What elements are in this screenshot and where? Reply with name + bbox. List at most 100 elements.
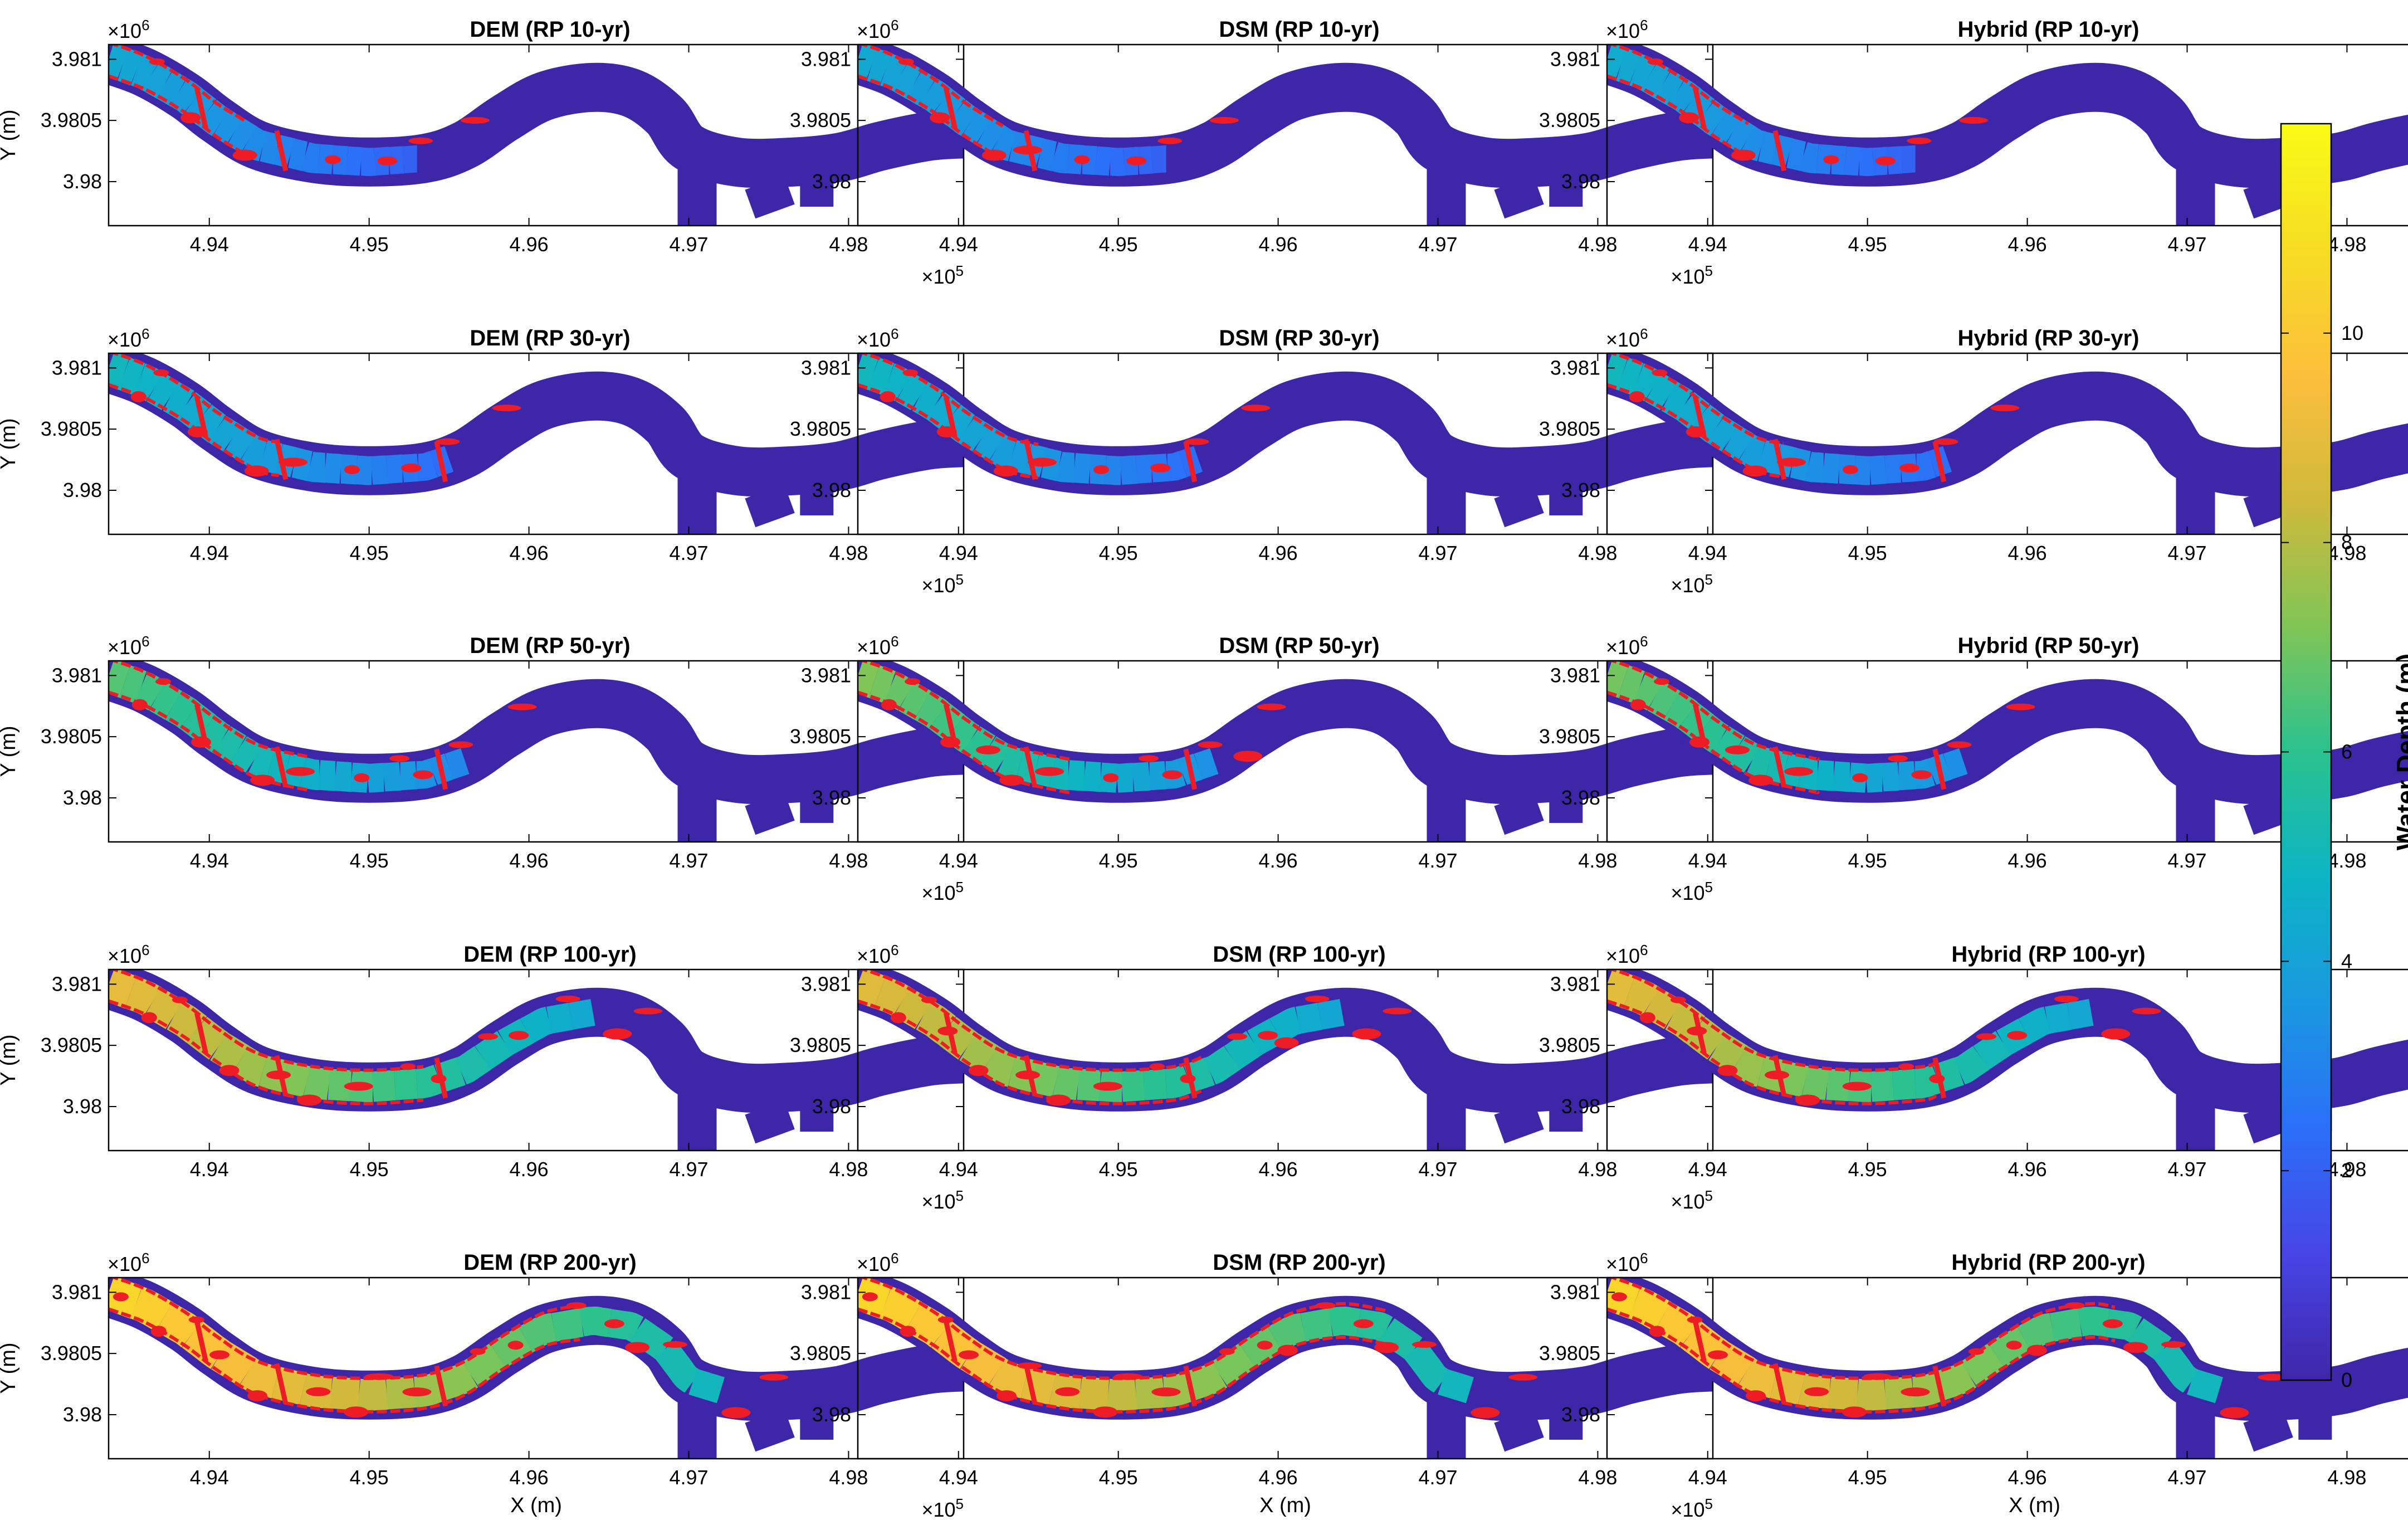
tributary-channel bbox=[2176, 773, 2215, 842]
water-depth-segment bbox=[1804, 451, 1824, 483]
tributary-channel bbox=[1427, 466, 1466, 534]
x-tick-label: 4.98 bbox=[829, 1466, 868, 1489]
y-tick-label: 3.98 bbox=[1561, 1095, 1600, 1118]
water-depth-segment bbox=[1295, 1002, 1323, 1034]
water-depth-segment bbox=[197, 100, 229, 137]
bridge-structure bbox=[944, 87, 958, 129]
flooded-structure bbox=[354, 773, 370, 782]
water-depth-segment bbox=[134, 363, 164, 402]
x-tick-label: 4.95 bbox=[1848, 849, 1887, 872]
water-depth-segment bbox=[883, 363, 914, 402]
flooded-structure bbox=[344, 1406, 369, 1418]
panel-title: DSM (RP 50-yr) bbox=[1219, 634, 1379, 658]
bridge-structure bbox=[1932, 748, 1947, 790]
water-depth-segment bbox=[1665, 1000, 1706, 1043]
water-depth-segment bbox=[1654, 1302, 1701, 1348]
x-axis-label: X (m) bbox=[1259, 1494, 1311, 1517]
x-tick-label: 4.94 bbox=[939, 542, 978, 564]
water-depth-segment bbox=[119, 665, 147, 704]
water-depth-segment bbox=[455, 1046, 491, 1085]
axes-box bbox=[1606, 968, 2408, 1152]
x-tick-label: 4.95 bbox=[1099, 542, 1138, 564]
panel-title: DSM (RP 200-yr) bbox=[1213, 1250, 1385, 1275]
water-depth-segment bbox=[546, 1002, 574, 1034]
y-exponent-label: ×106 bbox=[1606, 325, 1648, 351]
water-depth-segment bbox=[1828, 1376, 1859, 1411]
x-exponent-label: ×105 bbox=[921, 1187, 964, 1213]
flooded-structure bbox=[344, 465, 360, 474]
levee-south bbox=[109, 74, 246, 155]
y-tick-label: 3.98 bbox=[1561, 786, 1600, 809]
x-tick-label: 4.96 bbox=[1259, 233, 1298, 256]
x-tick-label: 4.97 bbox=[1418, 849, 1457, 872]
bridge-structure bbox=[1772, 130, 1787, 172]
y-axis-label: Y (m) bbox=[0, 725, 20, 777]
flooded-structure bbox=[2007, 1031, 2028, 1040]
bridge-structure bbox=[194, 87, 208, 129]
x-tick-label: 4.94 bbox=[939, 1466, 978, 1489]
water-depth-segment bbox=[1300, 1308, 1334, 1342]
flooded-structure bbox=[1875, 156, 1896, 165]
levee-north bbox=[1608, 970, 1937, 1072]
x-axis-label: X (m) bbox=[510, 1494, 562, 1517]
x-tick-label: 4.94 bbox=[1688, 233, 1727, 256]
flooded-structure bbox=[1842, 1406, 1867, 1418]
water-depth-segment bbox=[654, 1340, 701, 1394]
x-tick-label: 4.96 bbox=[2008, 1466, 2047, 1489]
y-exponent-label: ×106 bbox=[108, 942, 150, 967]
water-depth-segment bbox=[109, 661, 131, 698]
bridge-structure bbox=[1772, 746, 1787, 788]
water-depth-segment bbox=[2127, 1318, 2172, 1361]
flooded-structure bbox=[940, 736, 961, 748]
flooded-structure bbox=[141, 1012, 157, 1024]
water-depth-segment bbox=[1049, 142, 1069, 174]
x-tick-label: 4.98 bbox=[2327, 1466, 2366, 1489]
water-depth-segment bbox=[134, 671, 166, 711]
flooded-structure bbox=[1863, 1373, 1892, 1380]
x-tick-label: 4.98 bbox=[2327, 233, 2366, 256]
flooded-structure bbox=[1933, 438, 1958, 445]
water-depth-segment bbox=[1095, 146, 1112, 176]
levee-north bbox=[109, 1278, 580, 1380]
y-exponent-label: ×106 bbox=[1606, 1250, 1648, 1275]
y-tick-label: 3.9805 bbox=[1539, 1034, 1600, 1056]
flooded-structure bbox=[1649, 1326, 1665, 1337]
water-depth-segment bbox=[383, 762, 402, 792]
flooded-structure bbox=[2102, 1319, 2123, 1328]
water-depth-segment bbox=[334, 761, 352, 792]
water-depth-segment bbox=[1628, 1286, 1672, 1332]
flooded-structure bbox=[507, 1341, 524, 1350]
flooded-structure bbox=[130, 391, 146, 403]
water-depth-segment bbox=[688, 1368, 725, 1404]
map-area bbox=[109, 661, 964, 842]
water-depth-segment bbox=[919, 78, 953, 115]
panel: 4.94 4.95 4.96 4.97 4.98 3.981 3.9805 3.98 ×106 ×… bbox=[0, 17, 965, 288]
water-depth-segment bbox=[445, 748, 470, 780]
y-tick-label: 3.9805 bbox=[790, 417, 851, 440]
flooded-structure bbox=[1412, 1341, 1437, 1348]
x-tick-label: 4.96 bbox=[2008, 849, 2047, 872]
water-depth-segment bbox=[1328, 1306, 1361, 1337]
water-depth-segment bbox=[1881, 762, 1900, 792]
x-tick-label: 4.94 bbox=[939, 849, 978, 872]
flooded-structure bbox=[2064, 1302, 2085, 1309]
bridge-structure bbox=[1772, 1363, 1787, 1405]
panel-title: DSM (RP 100-yr) bbox=[1213, 942, 1385, 967]
water-depth-segment bbox=[357, 1378, 389, 1411]
panel-title: Hybrid (RP 200-yr) bbox=[1951, 1250, 2145, 1275]
water-depth-segment bbox=[858, 45, 878, 81]
map-area bbox=[858, 661, 1713, 842]
flooded-structure bbox=[1103, 773, 1119, 782]
panel: 4.94 4.95 4.96 4.97 4.98 3.981 3.9805 3.98 ×106 ×… bbox=[0, 1250, 965, 1520]
water-depth-segment bbox=[170, 78, 203, 115]
flooded-structure bbox=[1687, 1026, 1707, 1036]
flooded-structure bbox=[898, 58, 914, 65]
flooded-structure bbox=[1274, 1037, 1299, 1049]
water-depth-segment bbox=[1870, 1070, 1894, 1102]
water-depth-segment bbox=[212, 109, 243, 145]
y-exponent-label: ×106 bbox=[1606, 942, 1648, 967]
water-depth-segment bbox=[300, 142, 320, 174]
bridge-structure bbox=[274, 439, 289, 480]
x-tick-label: 4.98 bbox=[829, 1158, 868, 1181]
panel: 4.94 4.95 4.96 4.97 4.98 3.981 3.9805 3.98 ×106 ×… bbox=[0, 325, 965, 597]
